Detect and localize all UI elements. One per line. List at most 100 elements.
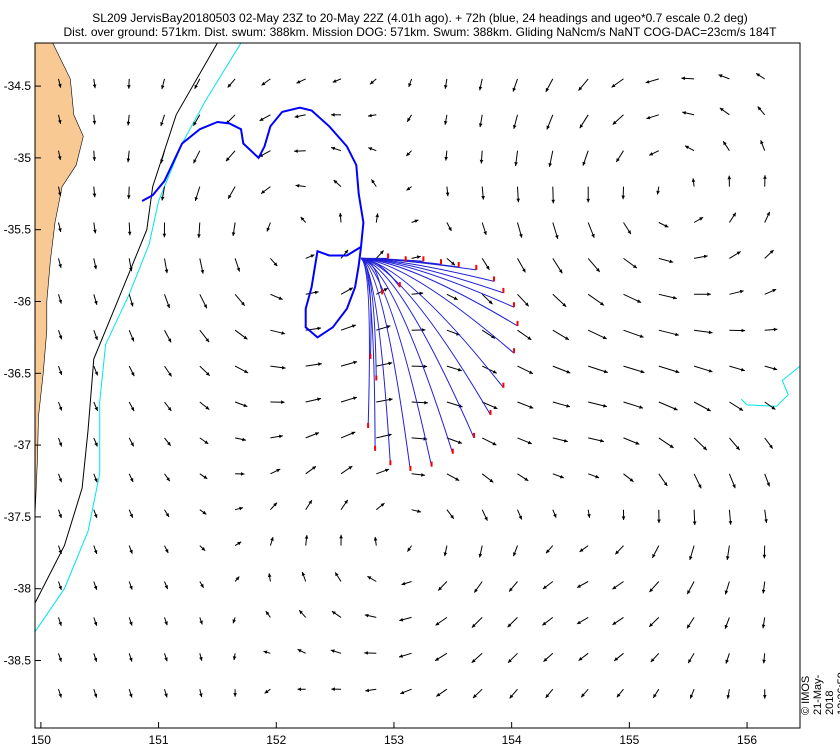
current-arrow: [516, 186, 520, 203]
current-arrow: [446, 365, 462, 372]
current-arrow: [93, 545, 98, 555]
current-arrow: [340, 287, 354, 295]
current-arrow: [434, 652, 448, 662]
current-arrow: [295, 184, 306, 188]
current-arrow: [194, 186, 201, 202]
current-arrow: [234, 293, 246, 307]
current-arrow: [552, 293, 567, 308]
current-arrow: [164, 509, 170, 518]
current-arrow: [128, 689, 133, 698]
current-arrow: [270, 329, 286, 335]
current-arrow: [545, 545, 554, 554]
current-arrow: [762, 653, 766, 664]
current-arrow: [761, 617, 766, 629]
current-arrow: [764, 473, 770, 487]
current-arrow: [164, 258, 169, 274]
current-arrow: [199, 689, 203, 698]
current-arrow: [128, 473, 134, 483]
plot-frame: [34, 42, 801, 729]
current-arrow: [587, 329, 607, 340]
current-arrow: [580, 688, 589, 698]
current-arrow: [260, 186, 271, 194]
current-arrow: [764, 365, 778, 371]
current-arrow: [588, 365, 608, 374]
current-arrow: [234, 329, 248, 340]
plot-title-line-1: SL209 JervisBay20180503 02-May 23Z to 20…: [92, 11, 748, 25]
current-arrow: [340, 360, 358, 367]
current-arrow: [164, 689, 168, 698]
current-arrow: [687, 653, 695, 664]
current-arrow: [126, 114, 131, 126]
current-arrow: [443, 545, 448, 557]
current-arrow: [436, 688, 448, 697]
current-arrow: [364, 613, 377, 618]
current-arrow: [761, 581, 766, 594]
current-arrow: [552, 329, 570, 341]
current-arrow: [128, 330, 135, 342]
current-arrow: [576, 616, 589, 625]
current-arrow: [162, 222, 167, 238]
current-arrow: [517, 509, 523, 520]
current-arrow: [682, 111, 695, 116]
current-arrow: [514, 150, 518, 166]
current-arrow: [658, 257, 674, 264]
current-arrow: [339, 534, 343, 546]
current-arrow: [93, 617, 98, 626]
current-arrow: [728, 473, 736, 489]
forecast-path: [360, 257, 475, 439]
current-arrow: [764, 509, 768, 523]
current-arrow: [686, 581, 695, 595]
current-arrow: [164, 473, 171, 482]
forecast-path: [360, 257, 372, 359]
current-arrow: [726, 689, 731, 699]
current-arrow: [649, 581, 660, 593]
current-arrow: [338, 212, 343, 223]
x-tick-label: 152: [266, 733, 286, 747]
current-arrow: [763, 689, 767, 699]
current-arrow: [58, 509, 62, 519]
current-arrow: [542, 581, 554, 590]
current-arrow: [481, 329, 496, 339]
current-arrow: [58, 78, 62, 88]
current-arrow: [507, 617, 518, 628]
current-arrow: [270, 434, 283, 439]
current-arrow: [760, 140, 766, 151]
current-arrow: [406, 186, 412, 191]
current-arrow: [586, 186, 590, 203]
isobath-inner-contour: [35, 43, 218, 604]
current-arrow: [481, 437, 497, 446]
current-arrow: [729, 251, 741, 259]
forecast-path: [360, 257, 491, 416]
current-arrow: [368, 147, 377, 152]
current-arrow: [481, 258, 490, 271]
current-arrow: [764, 401, 776, 410]
current-arrow: [579, 545, 589, 553]
current-arrow: [58, 365, 63, 376]
current-arrow: [93, 689, 98, 698]
current-arrow: [689, 689, 695, 699]
current-arrow: [623, 293, 642, 303]
current-arrow: [340, 499, 349, 510]
plot-title-line-2: Dist. over ground: 571km. Dist. swum: 38…: [63, 25, 777, 39]
y-tick-label: -36: [14, 294, 32, 308]
current-arrow: [692, 509, 697, 526]
current-arrow: [478, 545, 483, 558]
current-arrow: [164, 653, 168, 662]
current-arrow: [693, 216, 704, 223]
current-arrow: [265, 610, 271, 618]
current-arrow: [398, 652, 412, 658]
current-arrow: [331, 687, 342, 691]
current-arrow: [691, 178, 696, 187]
current-arrow: [623, 329, 644, 338]
current-arrow: [444, 150, 448, 161]
current-arrow: [164, 294, 170, 309]
x-tick-label: 154: [502, 733, 522, 747]
current-arrow: [726, 545, 730, 560]
current-arrow: [579, 114, 589, 129]
current-arrow: [330, 649, 342, 654]
current-arrow: [658, 401, 678, 411]
current-arrow: [623, 473, 634, 483]
current-arrow: [93, 509, 98, 519]
current-arrow: [623, 401, 644, 409]
current-arrow: [128, 545, 133, 554]
